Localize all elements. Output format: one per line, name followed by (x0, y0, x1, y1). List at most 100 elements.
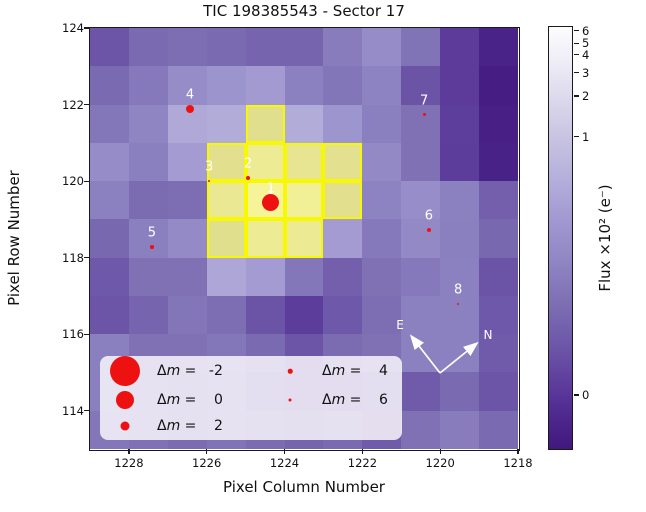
heatmap-cell (284, 219, 325, 259)
heatmap-cell (401, 104, 441, 144)
star-label: 7 (420, 93, 429, 109)
heatmap-cell (401, 142, 441, 182)
x-tick-mark (206, 449, 208, 454)
heatmap-cell (90, 219, 130, 259)
legend-marker (287, 368, 293, 374)
heatmap-cell (167, 142, 208, 182)
x-tick-label: 1228 (114, 456, 144, 470)
heatmap-cell (206, 257, 247, 297)
y-tick-label: 116 (62, 327, 84, 342)
heatmap-cell (401, 257, 441, 297)
heatmap-cell (479, 334, 518, 374)
aperture-cell (245, 104, 285, 143)
aperture-cell (206, 219, 246, 258)
heatmap-cell (90, 257, 130, 297)
heatmap-cell (440, 219, 480, 259)
north-arrow (439, 341, 479, 374)
star-label: 8 (453, 282, 463, 298)
y-tick-mark (84, 103, 89, 106)
heatmap-cell (401, 410, 441, 449)
y-tick-mark (84, 333, 89, 335)
star-label: 2 (243, 156, 253, 172)
heatmap-cell (440, 66, 480, 106)
heatmap-cell (362, 257, 402, 297)
aperture-cell (284, 219, 324, 258)
heatmap-cell (206, 219, 247, 259)
heatmap-cell (362, 66, 402, 106)
heatmap-cell (284, 66, 325, 106)
heatmap-cell (128, 219, 169, 259)
heatmap-cell (440, 410, 480, 449)
colorbar-tick-mark (574, 30, 579, 32)
x-tick-label: 1222 (347, 456, 378, 470)
legend-marker (288, 398, 292, 402)
heatmap-cell (284, 142, 325, 182)
heatmap-cell (206, 142, 247, 182)
heatmap-cell (440, 181, 480, 220)
y-tick-label: 118 (62, 250, 84, 265)
legend-marker (110, 356, 140, 386)
heatmap-cell (284, 257, 325, 297)
star-label: 5 (147, 225, 157, 241)
star-dot (150, 245, 154, 249)
y-tick-mark (84, 257, 89, 259)
x-tick-mark (361, 449, 364, 454)
heatmap-cell (128, 104, 169, 144)
x-tick-label: 1220 (425, 456, 455, 470)
x-tick-mark (283, 449, 286, 454)
heatmap-cell (90, 295, 130, 335)
y-tick-mark (84, 410, 89, 412)
heatmap-cell (440, 295, 480, 335)
y-tick-label: 114 (62, 403, 84, 418)
east-arrow (409, 334, 441, 374)
heatmap-cell (440, 104, 480, 144)
star-dot (245, 175, 251, 181)
heatmap-cell (479, 410, 518, 449)
north-arrow-label: N (484, 328, 493, 342)
star-label: 3 (204, 159, 214, 175)
y-tick-label: 124 (62, 21, 84, 35)
east-arrow-label: E (396, 318, 404, 332)
colorbar-tick-label: 1 (582, 129, 590, 144)
heatmap-cell (401, 295, 441, 335)
heatmap-cell (362, 142, 402, 182)
heatmap-cell (206, 104, 247, 144)
heatmap-cell (479, 295, 518, 335)
aperture-cell (206, 142, 246, 182)
heatmap-cell (284, 295, 325, 335)
aperture-cell (284, 142, 324, 182)
heatmap-cell (479, 257, 518, 297)
heatmap-cell (401, 181, 441, 220)
heatmap-cell (479, 181, 518, 220)
heatmap-cell (323, 257, 363, 297)
heatmap-cell (245, 28, 286, 67)
heatmap-cell (479, 66, 518, 106)
aperture-cell (323, 142, 363, 182)
heatmap-cell (401, 66, 441, 106)
legend-item-label: Δm = 6 (322, 392, 388, 408)
aperture-cell (284, 181, 324, 220)
x-tick-mark (517, 449, 519, 454)
heatmap-cell (440, 28, 480, 67)
heatmap-cell (128, 28, 169, 67)
colorbar-tick-mark (574, 95, 579, 97)
heatmap-cell (284, 181, 325, 220)
heatmap-cell (167, 28, 208, 67)
heatmap-cell (128, 142, 169, 182)
heatmap-cell (128, 66, 169, 106)
colorbar-tick-mark (574, 394, 579, 396)
heatmap-cell (245, 219, 286, 259)
star-dot (456, 302, 460, 306)
heatmap-cell (167, 257, 208, 297)
heatmap-cell (167, 219, 208, 259)
heatmap-cell (479, 372, 518, 412)
aperture-cell (245, 142, 285, 182)
heatmap-cell (206, 28, 247, 67)
heatmap-cell (323, 142, 363, 182)
colorbar-tick-label: 2 (582, 89, 590, 103)
y-axis-label: Pixel Row Number (5, 170, 23, 306)
heatmap-cell (401, 28, 441, 67)
legend-item-label: Δm = 4 (322, 363, 388, 379)
